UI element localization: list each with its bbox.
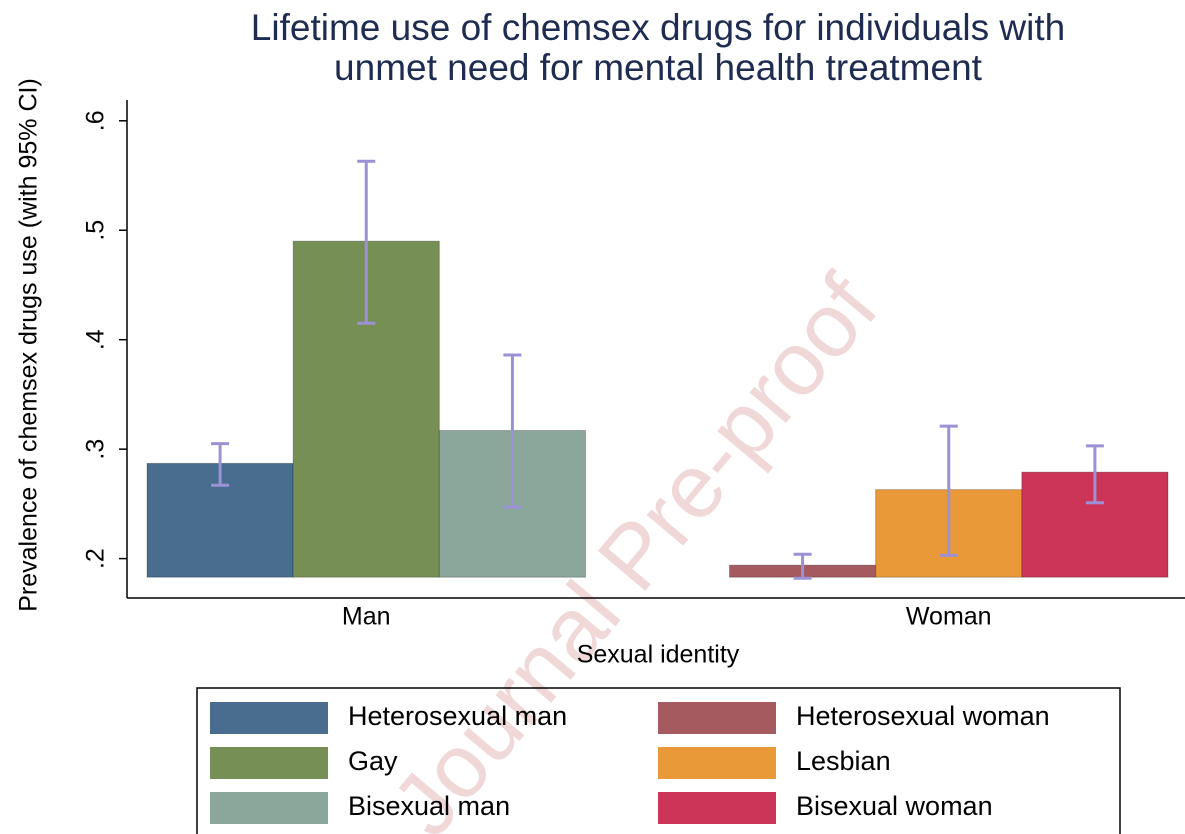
x-tick-label: Man bbox=[342, 603, 391, 631]
y-tick-label: .6 bbox=[82, 110, 110, 131]
y-tick-label: .2 bbox=[82, 548, 110, 569]
legend-label: Bisexual man bbox=[348, 791, 510, 821]
y-axis-label: Prevalence of chemsex drugs use (with 95… bbox=[15, 78, 43, 612]
legend-label: Lesbian bbox=[796, 746, 891, 776]
x-axis-label: Sexual identity bbox=[577, 641, 740, 669]
legend-swatch bbox=[210, 702, 328, 734]
legend-label: Bisexual woman bbox=[796, 791, 993, 821]
legend-swatch bbox=[658, 792, 776, 824]
chart-title: Lifetime use of chemsex drugs for indivi… bbox=[251, 7, 1065, 48]
y-tick-label: .3 bbox=[82, 439, 110, 460]
x-tick-label: Woman bbox=[906, 603, 992, 631]
legend-swatch bbox=[210, 747, 328, 779]
legend-label: Heterosexual man bbox=[348, 701, 567, 731]
legend-label: Gay bbox=[348, 746, 398, 776]
legend-box bbox=[196, 687, 1121, 834]
y-tick-label: .5 bbox=[82, 220, 110, 241]
chart-title: unmet need for mental health treatment bbox=[334, 47, 983, 88]
legend-swatch bbox=[658, 747, 776, 779]
y-tick-label: .4 bbox=[82, 329, 110, 350]
legend-swatch bbox=[658, 702, 776, 734]
legend-label: Heterosexual woman bbox=[796, 701, 1050, 731]
legend-swatch bbox=[210, 792, 328, 824]
